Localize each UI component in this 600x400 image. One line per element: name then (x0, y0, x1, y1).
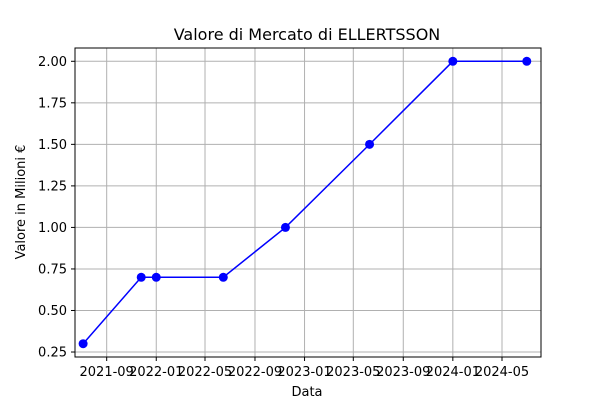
x-tick-label: 2022-01 (129, 365, 183, 380)
y-tick-label: 2.00 (38, 55, 67, 70)
chart-title: Valore di Mercato di ELLERTSSON (174, 25, 441, 44)
x-tick-label: 2022-05 (178, 365, 232, 380)
data-point-marker (280, 222, 290, 232)
data-point-marker (522, 56, 532, 66)
x-tick-label: 2024-01 (426, 365, 480, 380)
data-point-marker (218, 272, 228, 282)
series-group (78, 56, 532, 349)
plot-frame (74, 47, 542, 358)
data-point-marker (151, 272, 161, 282)
y-tick-label: 0.25 (38, 346, 67, 361)
x-axis: 2021-092022-012022-052022-092023-012023-… (80, 357, 529, 380)
y-tick-label: 0.75 (38, 262, 67, 277)
x-tick-label: 2023-09 (376, 365, 430, 380)
x-axis-label: Data (291, 385, 322, 400)
data-point-marker (136, 272, 146, 282)
x-tick-label: 2023-01 (277, 365, 331, 380)
data-point-marker (78, 339, 88, 349)
x-tick-label: 2023-05 (326, 365, 380, 380)
x-tick-label: 2024-05 (475, 365, 529, 380)
data-point-marker (448, 56, 458, 66)
y-tick-label: 0.50 (38, 304, 67, 319)
y-tick-label: 1.75 (38, 96, 67, 111)
y-axis-label: Valore in Milioni € (14, 145, 29, 260)
grid (75, 48, 541, 357)
y-tick-label: 1.25 (38, 179, 67, 194)
y-tick-label: 1.50 (38, 138, 67, 153)
y-axis: 0.25 0.50 0.75 1.00 1.25 1.50 1.75 2.00 (38, 55, 75, 361)
data-point-marker (365, 139, 375, 149)
y-tick-label: 1.00 (38, 221, 67, 236)
x-tick-label: 2022-09 (228, 365, 282, 380)
x-tick-label: 2021-09 (80, 365, 134, 380)
